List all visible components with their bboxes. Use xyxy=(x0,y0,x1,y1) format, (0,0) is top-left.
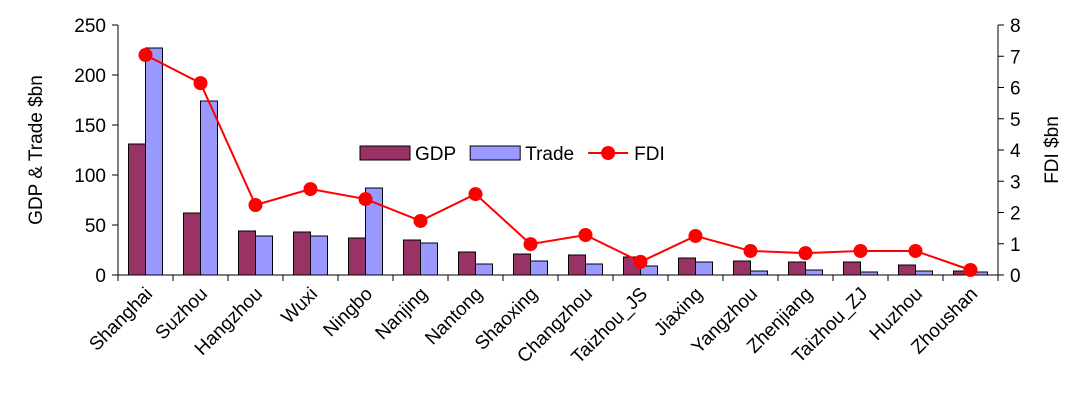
legend-swatch xyxy=(469,145,521,161)
bar xyxy=(733,260,751,276)
bar xyxy=(200,100,218,276)
bar xyxy=(475,263,493,276)
marker xyxy=(468,187,483,202)
y2-tick-label: 6 xyxy=(1010,79,1021,100)
bar xyxy=(898,264,916,276)
bar xyxy=(145,47,163,276)
x-tick-label: Shanghai xyxy=(85,284,157,356)
bar xyxy=(365,187,383,276)
bar xyxy=(695,261,713,276)
marker xyxy=(523,237,538,252)
y-tick-label: 100 xyxy=(74,166,106,187)
marker xyxy=(853,243,868,258)
bar xyxy=(420,242,438,276)
bar xyxy=(255,235,273,276)
x-tick-label: Wuxi xyxy=(278,284,322,328)
bar xyxy=(348,237,366,276)
bar xyxy=(128,143,146,276)
bar xyxy=(640,265,658,276)
bar xyxy=(750,270,768,276)
legend-box xyxy=(355,137,740,169)
y2-axis-title: FDI $bn xyxy=(1042,116,1063,184)
y-tick-label: 200 xyxy=(74,66,106,87)
bar xyxy=(458,251,476,276)
y2-tick-label: 1 xyxy=(1010,235,1021,256)
y2-tick-label: 7 xyxy=(1010,47,1021,68)
bar xyxy=(860,271,878,276)
y-tick-label: 250 xyxy=(74,16,106,37)
marker xyxy=(798,246,813,261)
legend-label: FDI xyxy=(634,144,665,165)
bar xyxy=(310,235,328,276)
legend-swatch xyxy=(359,145,411,161)
y2-tick-label: 8 xyxy=(1010,16,1021,37)
y2-tick-label: 3 xyxy=(1010,172,1021,193)
marker xyxy=(138,48,153,62)
y2-tick-label: 5 xyxy=(1010,110,1021,131)
y2-tick-label: 0 xyxy=(1010,266,1021,287)
bar xyxy=(585,263,603,276)
marker xyxy=(633,254,648,269)
marker xyxy=(248,198,263,212)
marker xyxy=(688,228,703,243)
legend-marker xyxy=(601,146,616,160)
y-axis-title: GDP & Trade $bn xyxy=(26,75,47,225)
marker xyxy=(358,192,373,207)
bar xyxy=(805,269,823,276)
bar xyxy=(293,231,311,276)
bar xyxy=(530,260,548,276)
y-tick-label: 0 xyxy=(95,266,106,287)
bar xyxy=(183,212,201,276)
marker xyxy=(578,228,593,242)
line xyxy=(145,54,971,271)
bar xyxy=(843,261,861,276)
bar xyxy=(788,261,806,276)
marker xyxy=(193,76,208,91)
bar xyxy=(568,254,586,276)
x-tick-label: Ningbo xyxy=(320,284,377,341)
bar xyxy=(915,270,933,276)
marker xyxy=(303,182,318,197)
y-tick-label: 50 xyxy=(85,216,106,237)
y2-tick-label: 2 xyxy=(1010,204,1021,225)
bar xyxy=(513,253,531,276)
bar xyxy=(678,257,696,276)
bar xyxy=(238,230,256,276)
marker xyxy=(908,243,923,258)
y-tick-label: 150 xyxy=(74,116,106,137)
legend-label: Trade xyxy=(525,144,574,165)
bar xyxy=(403,239,421,276)
marker xyxy=(743,243,758,258)
legend-label: GDP xyxy=(415,144,456,165)
marker xyxy=(963,263,978,277)
marker xyxy=(413,213,428,228)
y2-tick-label: 4 xyxy=(1010,141,1021,162)
